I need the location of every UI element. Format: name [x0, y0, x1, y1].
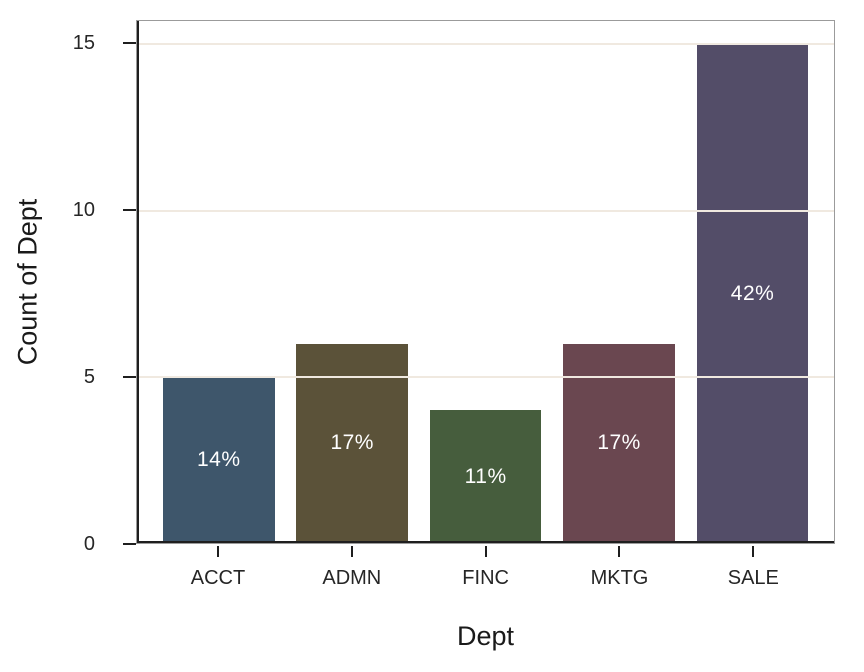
- y-tick-label: 15: [72, 32, 95, 55]
- bar-percent-label: 14%: [196, 447, 241, 471]
- x-tick-mark: [752, 546, 755, 557]
- x-tick-mark: [618, 546, 621, 557]
- x-tick-label: SALE: [727, 567, 779, 589]
- y-tick-mark: [123, 543, 136, 545]
- y-tick-mark: [123, 42, 136, 45]
- bar-mktg: 17%: [563, 343, 675, 543]
- gridline: [137, 43, 834, 46]
- y-tick-label: 0: [83, 533, 95, 555]
- y-tick-mark: [123, 209, 136, 212]
- y-tick-label: 10: [72, 199, 95, 222]
- x-tick-label: FINC: [462, 567, 509, 589]
- bar-acct: 14%: [162, 376, 275, 543]
- bar-sale: 42%: [696, 44, 809, 543]
- x-tick-mark: [350, 546, 353, 557]
- bar-percent-label: 11%: [464, 464, 507, 488]
- x-tick-label: MKTG: [590, 567, 649, 589]
- y-axis-ticks: 0 5 10 15: [0, 20, 136, 555]
- x-tick-label: ADMN: [322, 567, 382, 589]
- plot-area: 14% 17% 11% 17% 42%: [136, 20, 835, 544]
- bar-percent-label: 17%: [597, 431, 641, 455]
- x-axis-line: [137, 541, 834, 543]
- y-tick-mark: [123, 376, 136, 379]
- y-axis-line: [137, 21, 139, 543]
- x-axis-title: Dept: [456, 621, 515, 651]
- gridline: [137, 209, 834, 212]
- y-tick-label: 5: [83, 366, 95, 389]
- x-tick-mark: [216, 546, 219, 557]
- bar-admn: 17%: [296, 343, 409, 543]
- bar-finc: 11%: [429, 410, 542, 543]
- x-tick-label: ACCT: [190, 567, 246, 589]
- x-tick-mark: [484, 546, 487, 557]
- x-axis-ticks: ACCT ADMN FINC MKTG SALE: [136, 544, 835, 604]
- bar-percent-label: 17%: [330, 431, 374, 455]
- gridline: [137, 375, 834, 378]
- bar-percent-label: 42%: [730, 281, 775, 305]
